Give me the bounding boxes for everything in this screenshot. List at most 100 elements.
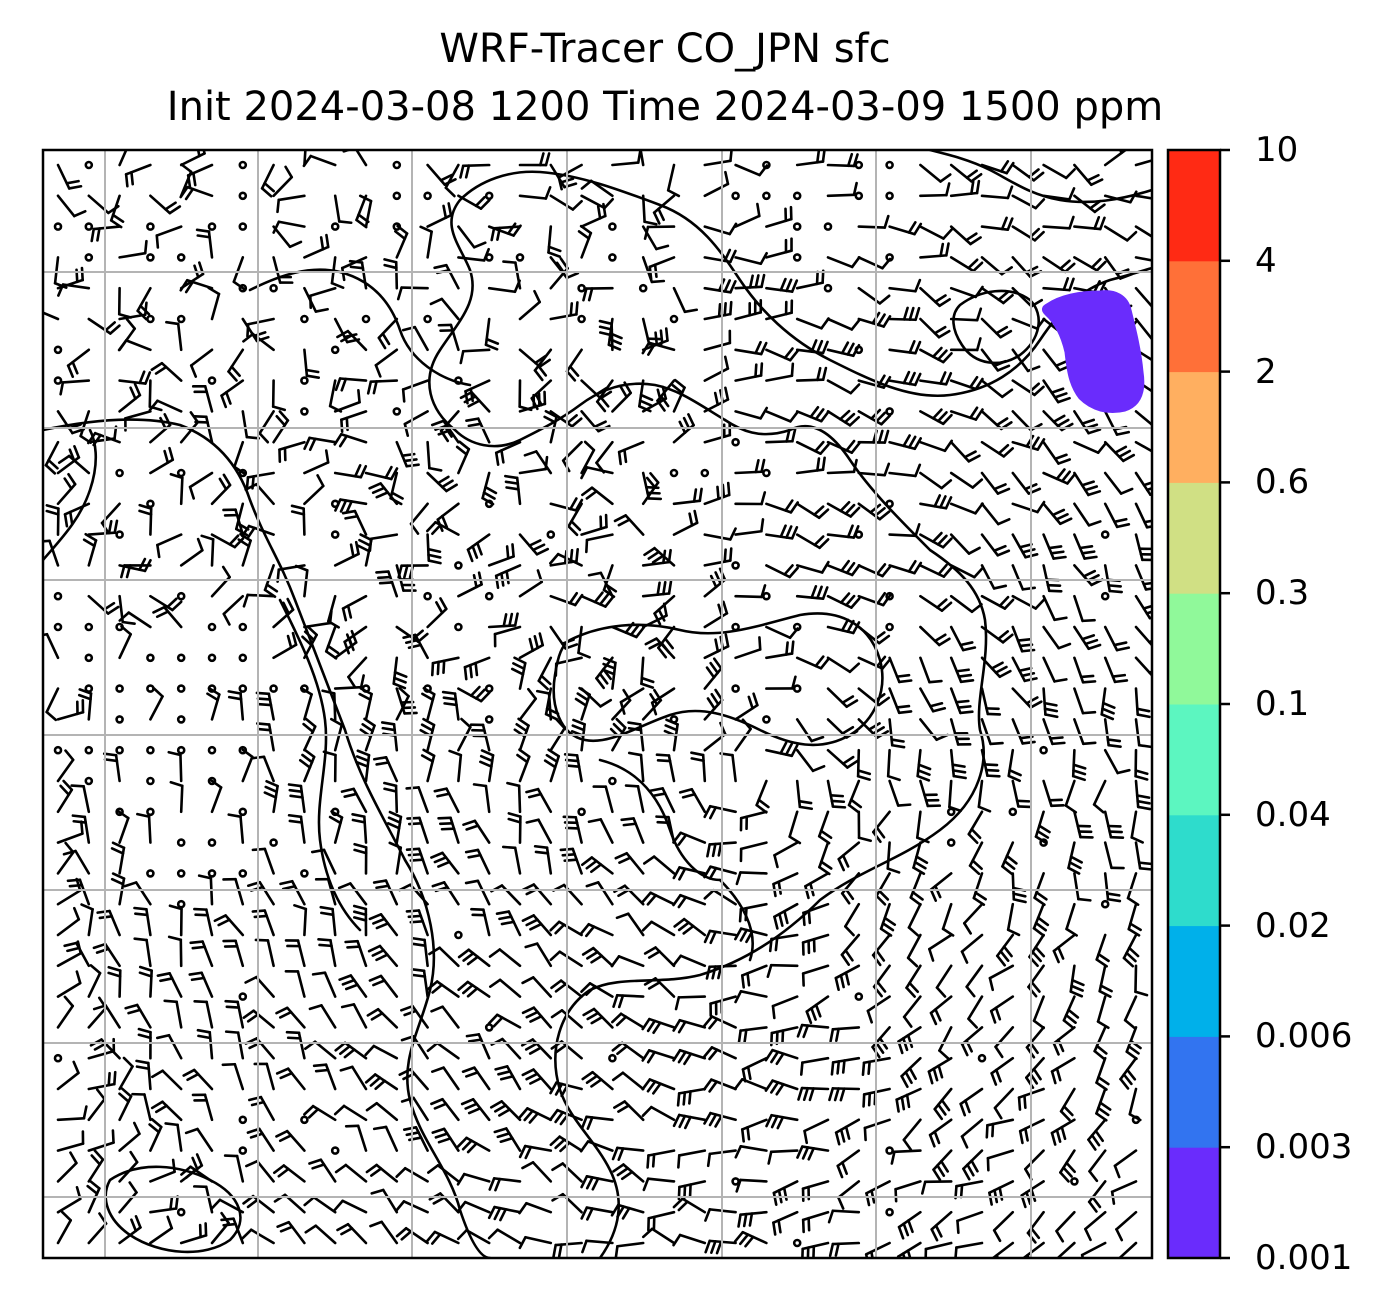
wind-barb bbox=[524, 942, 553, 968]
wind-barb bbox=[581, 1239, 614, 1254]
wind-barb bbox=[56, 698, 85, 721]
wind-barb bbox=[577, 625, 591, 659]
wind-barb bbox=[484, 317, 500, 351]
wind-barb bbox=[703, 222, 738, 236]
wind-barb bbox=[857, 214, 890, 229]
wind-barb bbox=[149, 446, 175, 475]
wind-barb bbox=[765, 524, 799, 540]
wind-barb bbox=[741, 1056, 768, 1083]
wind-barb bbox=[180, 1165, 214, 1183]
wind-barb bbox=[87, 594, 120, 615]
wind-barb bbox=[383, 258, 399, 290]
wind-barb bbox=[395, 1200, 429, 1214]
wind-barb bbox=[372, 1125, 399, 1152]
wind-barb bbox=[1011, 872, 1027, 904]
wind-barb bbox=[251, 847, 275, 875]
calm-wind-marker bbox=[330, 530, 340, 539]
wind-barb bbox=[368, 482, 399, 506]
wind-barb bbox=[734, 163, 769, 177]
wind-barb bbox=[87, 519, 119, 536]
wind-barb bbox=[902, 995, 922, 1028]
wind-barb bbox=[272, 631, 298, 660]
wind-barb bbox=[406, 816, 429, 844]
wind-barb bbox=[304, 1224, 337, 1245]
wind-barb bbox=[241, 410, 261, 440]
wind-barb bbox=[886, 748, 901, 782]
wind-barb bbox=[805, 995, 830, 1025]
wind-barb bbox=[241, 748, 254, 783]
wind-barb bbox=[487, 612, 519, 629]
wind-barb bbox=[372, 879, 399, 906]
wind-barb bbox=[801, 933, 830, 956]
wind-barb bbox=[397, 564, 429, 579]
calm-wind-marker bbox=[300, 407, 309, 416]
calm-wind-marker bbox=[546, 530, 556, 539]
wind-barb bbox=[734, 692, 759, 721]
wind-barb bbox=[795, 366, 828, 382]
wind-barb bbox=[290, 504, 306, 536]
wind-barb bbox=[734, 636, 762, 660]
wind-barb bbox=[919, 471, 953, 490]
wind-barb bbox=[703, 1046, 737, 1061]
wind-barb bbox=[1103, 225, 1138, 242]
wind-barb bbox=[518, 289, 541, 321]
wind-barb bbox=[795, 533, 830, 550]
wind-barb bbox=[1073, 502, 1102, 527]
wind-barb bbox=[949, 440, 981, 463]
wind-barb bbox=[510, 656, 527, 690]
wind-barb bbox=[521, 1006, 553, 1029]
calm-wind-marker bbox=[53, 1053, 63, 1063]
wind-barb bbox=[582, 286, 614, 302]
wind-barb bbox=[561, 440, 583, 473]
wind-barb bbox=[487, 279, 521, 294]
wind-barb bbox=[521, 976, 553, 998]
wind-barb bbox=[374, 348, 399, 378]
wind-barb bbox=[734, 927, 768, 944]
wind-barb bbox=[836, 1149, 861, 1179]
wind-barb bbox=[980, 410, 1013, 431]
calm-wind-marker bbox=[484, 715, 494, 724]
wind-barb bbox=[702, 1078, 737, 1093]
calm-wind-marker bbox=[238, 745, 248, 755]
wind-barb bbox=[801, 1241, 830, 1258]
wind-barb bbox=[734, 273, 766, 290]
wind-barb bbox=[954, 1180, 984, 1200]
wind-barb bbox=[919, 286, 951, 308]
wind-barb bbox=[1042, 440, 1072, 465]
wind-barb bbox=[56, 820, 84, 844]
wind-barb bbox=[980, 564, 1008, 590]
wind-barb bbox=[888, 779, 912, 807]
wind-barb bbox=[826, 341, 861, 358]
wind-barb bbox=[672, 1113, 707, 1130]
wind-barb bbox=[263, 779, 279, 814]
wind-barb bbox=[888, 370, 922, 387]
wind-barb bbox=[765, 410, 800, 423]
wind-barb bbox=[765, 299, 794, 321]
wind-barb bbox=[734, 299, 763, 321]
wind-barb bbox=[248, 1095, 275, 1122]
wind-barb bbox=[672, 1233, 707, 1247]
wind-barb bbox=[1134, 748, 1149, 781]
calm-wind-marker bbox=[207, 838, 217, 847]
calm-wind-marker bbox=[300, 376, 309, 385]
calm-wind-marker bbox=[792, 1238, 802, 1248]
wind-barb bbox=[740, 964, 768, 989]
wind-barb bbox=[641, 317, 663, 346]
calm-wind-marker bbox=[577, 314, 586, 324]
wind-barb bbox=[521, 883, 553, 906]
wind-barb bbox=[611, 1012, 645, 1029]
calm-wind-marker bbox=[762, 191, 771, 201]
wind-barb bbox=[263, 564, 279, 598]
wind-barb bbox=[980, 348, 1011, 372]
wind-barb bbox=[980, 216, 1014, 231]
wind-barb bbox=[459, 163, 491, 179]
calm-wind-marker bbox=[146, 253, 155, 262]
wind-barb bbox=[930, 1210, 953, 1242]
wind-barb bbox=[1011, 163, 1045, 182]
wind-barb bbox=[949, 179, 981, 198]
wind-barb bbox=[902, 1118, 922, 1151]
wind-barb bbox=[336, 1222, 368, 1245]
wind-barb bbox=[117, 809, 130, 844]
wind-barb bbox=[949, 307, 983, 322]
wind-barb bbox=[272, 410, 290, 444]
